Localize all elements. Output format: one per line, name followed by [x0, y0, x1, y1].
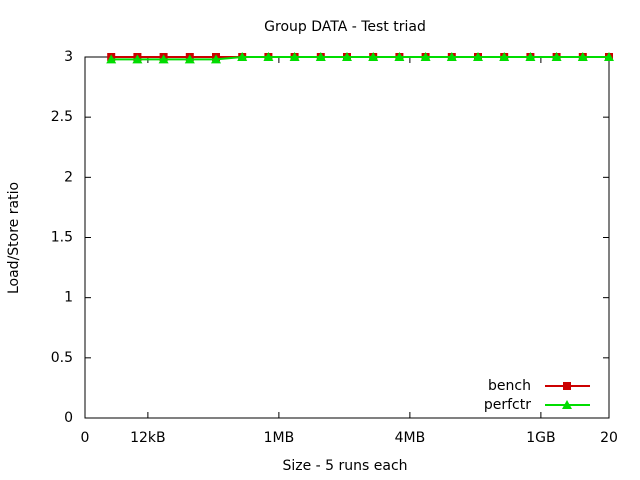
x-tick-label: 1MB — [264, 430, 295, 446]
x-tick-label: 1GB — [526, 430, 555, 446]
x-axis-label: Size - 5 runs each — [282, 458, 407, 474]
marker — [499, 52, 510, 61]
marker — [604, 52, 614, 61]
y-tick-label: 3 — [64, 49, 73, 65]
x-tick-label: 12kB — [130, 430, 166, 446]
legend-marker — [563, 382, 571, 390]
marker — [132, 54, 143, 64]
legend-label: perfctr — [484, 397, 531, 413]
y-tick-label: 0.5 — [51, 350, 73, 366]
marker — [342, 52, 352, 61]
y-axis-label: Load/Store ratio — [6, 182, 22, 294]
marker — [184, 54, 195, 64]
y-tick-label: 1 — [64, 290, 73, 306]
marker — [263, 52, 274, 61]
marker — [106, 54, 117, 64]
marker — [237, 52, 248, 61]
series-line — [111, 56, 609, 61]
marker — [446, 52, 457, 61]
x-tick-label: 0 — [81, 430, 90, 446]
marker — [211, 54, 221, 64]
marker — [368, 52, 379, 61]
y-tick-label: 2 — [64, 169, 73, 185]
y-tick-label: 0 — [64, 410, 73, 426]
chart-title: Group DATA - Test triad — [264, 19, 426, 35]
marker — [158, 54, 169, 64]
marker — [315, 52, 326, 61]
marker — [551, 52, 562, 61]
marker — [577, 52, 588, 61]
legend-label: bench — [488, 378, 531, 394]
marker — [289, 52, 300, 61]
legend-marker — [562, 400, 572, 409]
marker — [525, 52, 536, 61]
marker — [394, 52, 405, 61]
marker — [420, 52, 431, 61]
x-tick-label: 4MB — [395, 430, 426, 446]
x-tick-label: 20 — [600, 430, 618, 446]
marker — [473, 52, 483, 61]
y-tick-label: 1.5 — [51, 230, 73, 246]
y-tick-label: 2.5 — [51, 109, 73, 125]
